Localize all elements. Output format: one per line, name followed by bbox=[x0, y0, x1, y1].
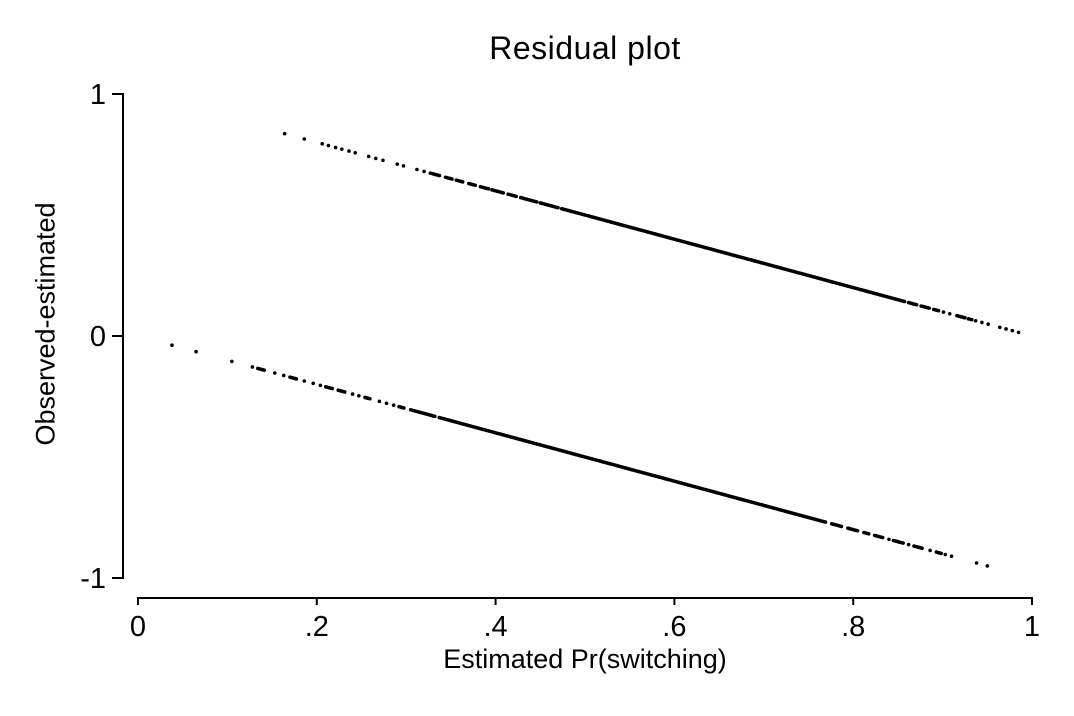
data-point bbox=[374, 156, 378, 161]
data-point bbox=[415, 167, 419, 172]
data-point bbox=[230, 359, 234, 364]
data-point bbox=[823, 520, 828, 524]
data-point bbox=[381, 158, 385, 163]
data-point bbox=[368, 396, 372, 401]
data-point bbox=[384, 401, 389, 406]
residuals-observed-1 bbox=[282, 131, 1021, 335]
data-point bbox=[473, 183, 478, 188]
y-tick-label: 1 bbox=[90, 79, 106, 111]
chart-title: Residual plot bbox=[489, 30, 681, 66]
data-point bbox=[377, 399, 382, 404]
data-point bbox=[927, 306, 931, 310]
data-point bbox=[357, 393, 361, 398]
data-point bbox=[422, 169, 426, 174]
x-axis-title: Estimated Pr(switching) bbox=[443, 644, 727, 674]
data-point bbox=[514, 194, 518, 199]
x-tick-label: .4 bbox=[484, 611, 508, 643]
x-tick-label: .6 bbox=[662, 611, 686, 643]
data-point bbox=[194, 349, 198, 354]
data-point bbox=[282, 131, 287, 136]
data-point bbox=[969, 317, 974, 322]
data-point bbox=[294, 377, 299, 381]
data-point bbox=[402, 406, 406, 410]
data-point bbox=[943, 552, 948, 557]
data-point bbox=[947, 311, 952, 316]
residuals-observed-0 bbox=[170, 343, 990, 568]
data-point bbox=[340, 147, 344, 151]
data-point bbox=[936, 308, 941, 313]
data-point bbox=[949, 554, 954, 559]
data-point bbox=[855, 528, 860, 533]
data-point bbox=[326, 143, 331, 148]
data-point bbox=[880, 535, 885, 540]
data-point bbox=[350, 392, 355, 396]
data-point bbox=[928, 548, 932, 553]
data-point bbox=[1004, 327, 1008, 331]
data-point bbox=[437, 173, 442, 178]
data-point bbox=[941, 310, 946, 314]
data-point bbox=[330, 386, 334, 391]
data-point bbox=[281, 373, 286, 378]
data-point bbox=[486, 187, 491, 191]
x-tick-label: 0 bbox=[130, 611, 146, 643]
y-tick-label: -1 bbox=[80, 563, 106, 595]
x-tick-label: .2 bbox=[305, 611, 329, 643]
data-point bbox=[866, 532, 871, 536]
data-point bbox=[353, 151, 358, 155]
data-point bbox=[1010, 328, 1015, 333]
data-point bbox=[998, 325, 1002, 330]
data-point bbox=[320, 142, 324, 146]
data-point bbox=[395, 162, 400, 166]
data-point bbox=[333, 145, 338, 150]
data-point bbox=[318, 383, 323, 388]
data-point bbox=[302, 137, 307, 141]
y-axis-title: Observed-estimated bbox=[30, 202, 61, 446]
data-point bbox=[963, 316, 967, 320]
data-point bbox=[311, 381, 316, 386]
data-point bbox=[250, 365, 255, 369]
data-point bbox=[460, 180, 465, 184]
data-point bbox=[887, 537, 891, 542]
data-point bbox=[433, 414, 437, 419]
data-point bbox=[914, 302, 919, 307]
data-point bbox=[302, 379, 307, 383]
data-point bbox=[939, 551, 943, 556]
data-point bbox=[985, 564, 990, 568]
data-point bbox=[902, 299, 907, 304]
data-point bbox=[347, 149, 351, 153]
data-point bbox=[366, 154, 371, 159]
data-point bbox=[980, 320, 984, 325]
data-point bbox=[839, 524, 844, 529]
data-point bbox=[401, 164, 406, 168]
data-point bbox=[450, 177, 454, 181]
data-point bbox=[534, 200, 539, 204]
data-point bbox=[920, 546, 924, 551]
data-point bbox=[1016, 330, 1021, 335]
data-point bbox=[556, 205, 560, 210]
data-point bbox=[986, 322, 990, 326]
data-point bbox=[501, 191, 506, 195]
data-point bbox=[906, 542, 911, 547]
data-point bbox=[262, 368, 267, 372]
data-point bbox=[391, 403, 396, 408]
data-point bbox=[342, 390, 347, 394]
x-tick-label: .8 bbox=[841, 611, 865, 643]
x-tick-label: 1 bbox=[1024, 611, 1040, 643]
data-point bbox=[974, 561, 979, 565]
data-point bbox=[973, 318, 978, 323]
data-point bbox=[272, 371, 277, 375]
data-point bbox=[170, 343, 174, 348]
data-point bbox=[901, 541, 905, 545]
y-tick-label: 0 bbox=[90, 321, 106, 353]
